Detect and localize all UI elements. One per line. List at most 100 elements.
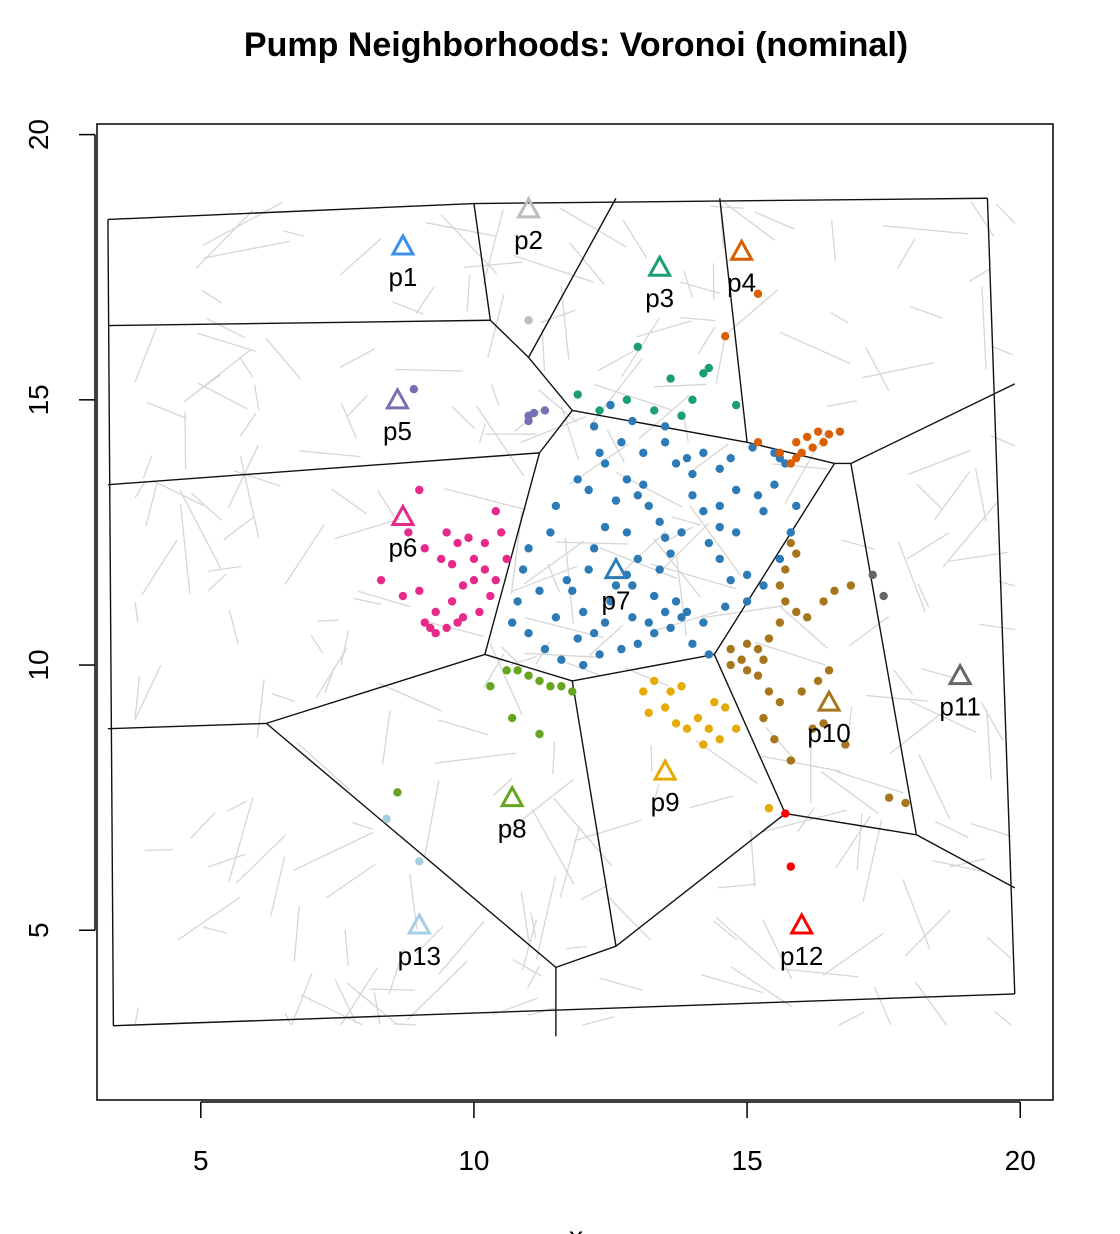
case-point	[551, 501, 561, 511]
case-point	[693, 713, 703, 723]
street-segment	[207, 573, 227, 592]
street-segment	[848, 616, 890, 647]
street-segment	[438, 719, 489, 736]
case-point	[868, 570, 877, 580]
street-segment	[293, 905, 300, 962]
case-point	[535, 676, 544, 686]
case-point	[813, 427, 823, 436]
pump-label-p1: p1	[388, 262, 417, 292]
case-point	[792, 438, 801, 447]
voronoi-edge	[473, 197, 988, 205]
case-point	[633, 554, 643, 564]
case-point	[726, 660, 735, 670]
street-segment	[293, 831, 374, 871]
pump-label-p10: p10	[807, 718, 850, 748]
voronoi-edge	[555, 945, 617, 969]
case-point	[535, 586, 544, 595]
case-point	[830, 586, 839, 595]
street-segment	[394, 1023, 416, 1026]
case-point	[557, 682, 566, 691]
street-segment	[535, 641, 551, 665]
case-point	[404, 528, 413, 537]
case-point	[726, 575, 735, 585]
case-point	[628, 581, 637, 590]
case-point	[819, 719, 828, 728]
case-point	[578, 607, 588, 617]
case-point	[753, 491, 763, 500]
street-segment	[208, 853, 246, 868]
street-segment	[197, 382, 248, 410]
case-point	[879, 591, 888, 601]
street-segment	[765, 726, 797, 762]
street-segment	[510, 565, 578, 593]
case-point	[415, 586, 424, 595]
street-segment	[650, 563, 737, 590]
case-point	[802, 432, 812, 442]
street-segment	[754, 641, 827, 666]
case-point	[781, 597, 790, 606]
street-segment	[636, 320, 692, 338]
street-segment	[310, 634, 324, 654]
street-segment	[340, 630, 350, 665]
case-point	[688, 469, 697, 479]
voronoi-edge	[719, 198, 748, 443]
street-segment	[655, 522, 710, 577]
street-segment	[897, 541, 926, 613]
case-point	[507, 618, 517, 627]
case-point	[507, 713, 517, 723]
voronoi-edge	[484, 653, 573, 682]
case-point	[775, 554, 785, 564]
street-segment	[134, 676, 141, 720]
case-point	[644, 618, 653, 627]
street-segment	[624, 667, 669, 687]
x-tick-label: 10	[458, 1145, 489, 1176]
street-segment	[535, 876, 557, 960]
street-segment	[762, 809, 848, 833]
case-point	[770, 735, 779, 744]
street-segment	[715, 916, 776, 970]
case-point	[447, 597, 457, 606]
street-segment	[134, 601, 139, 623]
street-segment	[284, 524, 325, 585]
street-segment	[896, 238, 916, 270]
case-point	[742, 570, 752, 580]
case-point	[715, 464, 724, 473]
case-point	[748, 443, 757, 452]
street-segment	[654, 383, 707, 388]
case-point	[453, 538, 462, 548]
street-segment	[918, 754, 951, 820]
pump-marker-p5	[384, 386, 411, 410]
case-point	[688, 395, 697, 405]
case-point	[660, 607, 670, 617]
street-segment	[835, 816, 871, 869]
street-segment	[434, 752, 516, 764]
street-segment	[622, 219, 648, 259]
case-point	[660, 703, 670, 712]
street-segment	[438, 920, 485, 975]
case-point	[731, 724, 741, 733]
case-point	[600, 459, 610, 468]
street-segment	[617, 530, 667, 578]
street-segment	[848, 706, 853, 731]
case-point	[491, 575, 500, 585]
pump-label-p8: p8	[498, 814, 527, 844]
street-segment	[865, 346, 890, 391]
case-point	[589, 422, 599, 431]
pump-markers: p1 p2 p3 p4 p5 p6 p7 p8 p9 p10 p11 p12 p13	[383, 195, 981, 971]
case-point	[633, 639, 643, 649]
y-tick-label: 10	[23, 649, 54, 680]
voronoi-edge	[615, 813, 786, 947]
case-point	[431, 629, 440, 638]
y-tick-label: 15	[23, 384, 54, 415]
case-point	[688, 491, 697, 500]
case-point	[671, 459, 681, 468]
case-point	[431, 607, 440, 617]
street-segment	[179, 504, 191, 594]
pump-marker-p1	[390, 232, 416, 256]
street-segment	[582, 1016, 615, 1026]
street-segment	[369, 988, 415, 991]
case-point	[704, 650, 714, 659]
street-segment	[444, 488, 527, 511]
case-point	[524, 629, 533, 638]
street-segment	[265, 337, 302, 380]
